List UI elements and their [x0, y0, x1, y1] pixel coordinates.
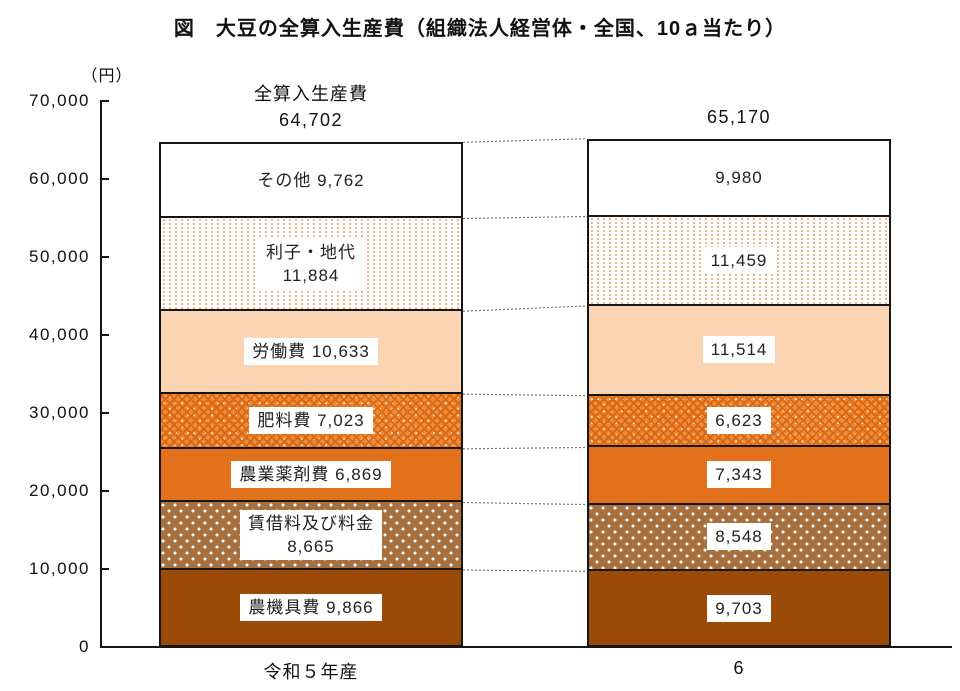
- bar-segment-solid-orange: 7,343: [587, 447, 891, 505]
- bar-segment-solid-darkbrown: 9,703: [587, 571, 891, 647]
- y-tick-label: 70,000: [29, 91, 90, 110]
- bar-segment-dots-brown: 賃借料及び料金 8,665: [159, 502, 463, 571]
- total-cost-header-label: 全算入生産費: [254, 84, 368, 105]
- segment-label: 6,623: [707, 407, 771, 435]
- y-axis-line: [100, 101, 102, 648]
- bar-segment-cross-orange: 肥料費 7,023: [159, 394, 463, 449]
- y-tick-label: 0: [79, 637, 90, 656]
- bar-segment-dots-orange-white: 11,459: [587, 216, 891, 306]
- connector-line: [462, 305, 588, 312]
- bar-segment-cross-orange: 6,623: [587, 395, 891, 448]
- bar-segment-solid-darkbrown: 農機具費 9,866: [159, 570, 463, 647]
- connector-line: [462, 501, 588, 506]
- y-tick-label: 20,000: [29, 481, 90, 500]
- segment-label: 利子・地代 11,884: [258, 238, 364, 289]
- segment-label: 賃借料及び料金 8,665: [240, 510, 382, 561]
- bar-segment-solid-orange: 農業薬剤費 6,869: [159, 448, 463, 503]
- y-tick-label: 30,000: [29, 403, 90, 422]
- segment-label: 農業薬剤費 6,869: [231, 461, 391, 489]
- connector-line: [462, 569, 588, 572]
- y-axis-unit-label: （円）: [81, 68, 133, 85]
- bar-segment-solid-white: その他 9,762: [159, 142, 463, 219]
- bar-segment-solid-peach: 労働費 10,633: [159, 311, 463, 395]
- y-tick: [100, 412, 109, 414]
- segment-label: 9,980: [707, 164, 771, 192]
- total-value-label: 65,170: [706, 106, 772, 127]
- connector-line: [462, 215, 588, 220]
- category-label: 6: [733, 658, 745, 678]
- connector-line: [462, 138, 588, 143]
- total-value-label: 64,702: [278, 110, 344, 131]
- segment-label: 11,514: [702, 336, 776, 364]
- y-tick: [100, 334, 109, 336]
- bar-segment-solid-peach: 11,514: [587, 305, 891, 396]
- y-tick: [100, 490, 109, 492]
- y-tick-label: 60,000: [29, 169, 90, 188]
- y-tick-label: 40,000: [29, 325, 90, 344]
- segment-label: その他 9,762: [249, 166, 373, 194]
- y-tick-label: 50,000: [29, 247, 90, 266]
- chart-title: 図 大豆の全算入生産費（組織法人経営体・全国、10ａ当たり）: [173, 18, 787, 40]
- bar-segment-dots-brown: 8,548: [587, 504, 891, 572]
- segment-label: 7,343: [707, 461, 771, 489]
- connector-line: [462, 446, 588, 450]
- segment-label: 9,703: [707, 594, 771, 622]
- bar-segment-solid-white: 9,980: [587, 138, 891, 217]
- bar-segment-dots-orange-white: 利子・地代 11,884: [159, 218, 463, 312]
- y-tick: [100, 646, 109, 648]
- segment-label: 肥料費 7,023: [249, 406, 373, 434]
- connector-line: [462, 393, 588, 397]
- category-label: 令和５年産: [263, 662, 359, 682]
- x-axis-line: [100, 646, 952, 648]
- segment-label: 労働費 10,633: [244, 338, 378, 366]
- segment-label: 農機具費 9,866: [240, 594, 382, 621]
- y-tick: [100, 178, 109, 180]
- y-tick: [100, 568, 109, 570]
- y-tick: [100, 256, 109, 258]
- segment-label: 8,548: [707, 523, 771, 551]
- y-tick-label: 10,000: [29, 559, 90, 578]
- segment-label: 11,459: [702, 246, 776, 274]
- y-tick: [100, 100, 109, 102]
